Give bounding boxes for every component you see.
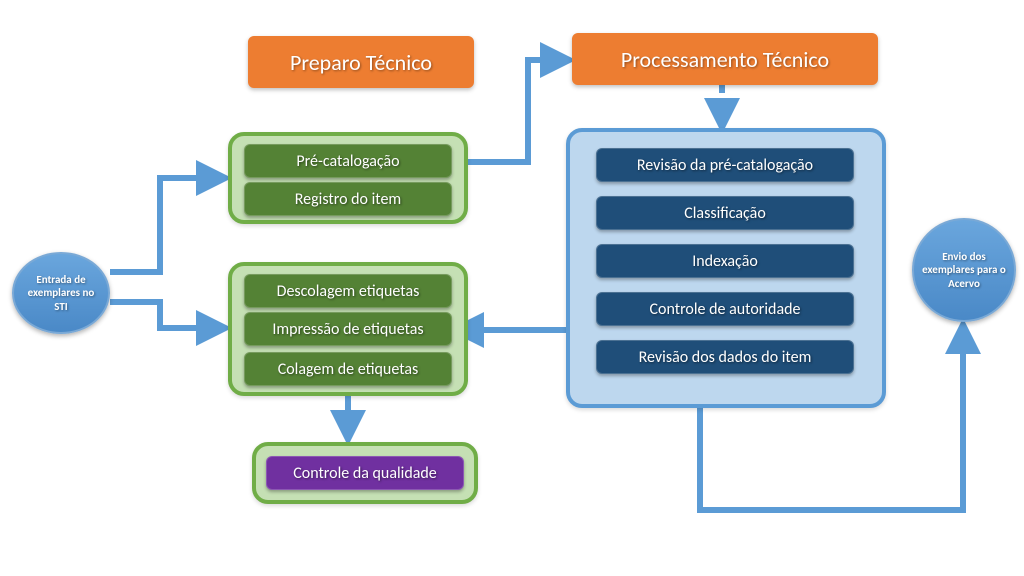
step-label: Impressão de etiquetas	[272, 320, 423, 339]
step-label: Revisão dos dados do item	[639, 348, 812, 367]
header-processamento-tecnico: Processamento Técnico	[572, 33, 878, 85]
step-colagem: Colagem de etiquetas	[244, 352, 452, 386]
step-label: Controle da qualidade	[293, 464, 437, 483]
step-indexacao: Indexação	[596, 244, 854, 278]
step-label: Descolagem etiquetas	[277, 282, 420, 301]
step-label: Pré-catalogação	[296, 152, 399, 171]
arrow-entrada-green2	[110, 302, 220, 328]
arrow-entrada-green1	[110, 178, 220, 272]
step-revisao-dados: Revisão dos dados do item	[596, 340, 854, 374]
ellipse-entrada: Entrada de exemplares no STI	[12, 252, 110, 334]
ellipse-label: Entrada de exemplares no STI	[22, 273, 100, 313]
header-preparo-tecnico: Preparo Técnico	[248, 36, 474, 88]
flowchart-canvas: Preparo Técnico Processamento Técnico Pr…	[0, 0, 1024, 576]
step-pre-catalogacao: Pré-catalogação	[244, 144, 452, 178]
ellipse-label: Envio dos exemplares para o Acervo	[922, 250, 1006, 290]
step-controle-autoridade: Controle de autoridade	[596, 292, 854, 326]
step-label: Revisão da pré-catalogação	[637, 156, 813, 175]
step-label: Controle de autoridade	[650, 300, 801, 319]
step-controle-qualidade: Controle da qualidade	[266, 456, 464, 490]
header-label: Preparo Técnico	[290, 49, 432, 76]
ellipse-envio: Envio dos exemplares para o Acervo	[912, 218, 1016, 322]
header-label: Processamento Técnico	[621, 46, 829, 73]
step-impressao: Impressão de etiquetas	[244, 312, 452, 346]
step-label: Indexação	[692, 252, 758, 271]
step-registro-item: Registro do item	[244, 182, 452, 216]
step-label: Classificação	[684, 204, 766, 223]
arrow-green1-proc	[468, 60, 564, 162]
step-classificacao: Classificação	[596, 196, 854, 230]
step-label: Colagem de etiquetas	[278, 360, 419, 379]
step-label: Registro do item	[295, 190, 401, 209]
step-descolagem: Descolagem etiquetas	[244, 274, 452, 308]
step-revisao-pre-catalogacao: Revisão da pré-catalogação	[596, 148, 854, 182]
